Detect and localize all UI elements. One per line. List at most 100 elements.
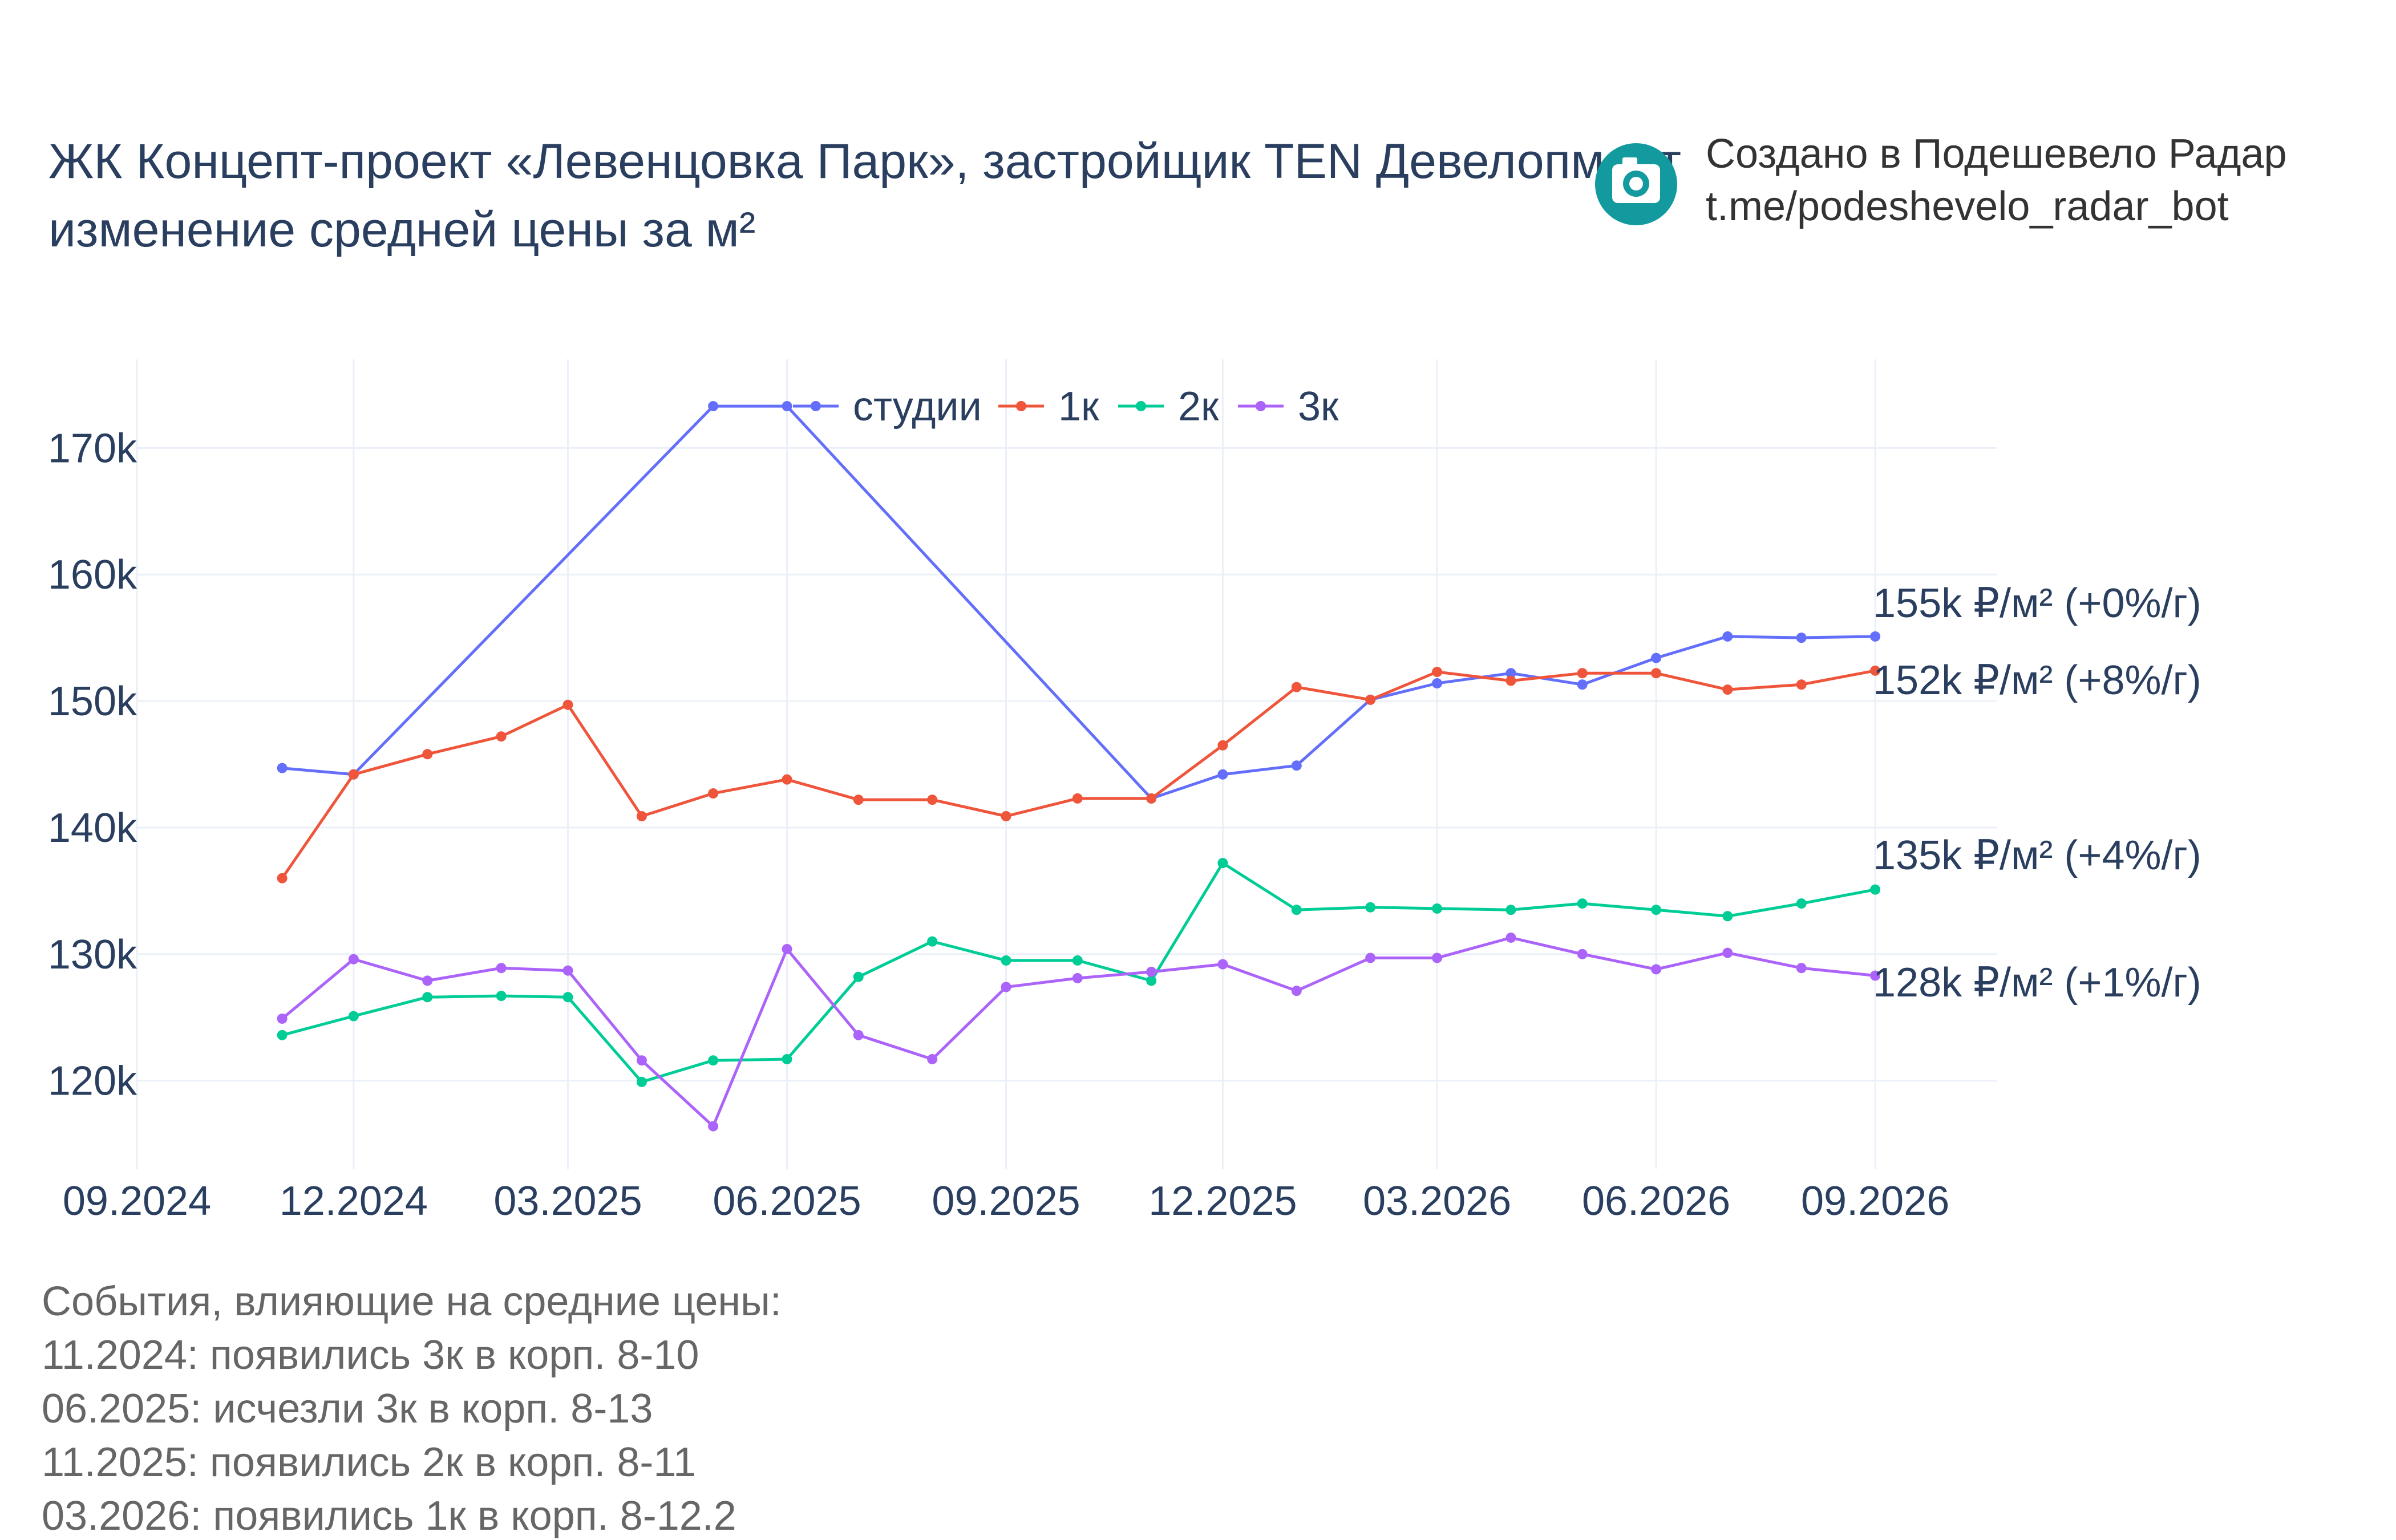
data-point[interactable]: [422, 749, 433, 760]
data-point[interactable]: [1291, 760, 1302, 771]
data-point[interactable]: [1001, 982, 1011, 992]
data-point[interactable]: [1432, 953, 1443, 963]
data-point[interactable]: [422, 975, 433, 986]
data-point[interactable]: [1722, 911, 1733, 922]
data-point[interactable]: [1217, 959, 1228, 970]
data-point[interactable]: [348, 1011, 359, 1022]
data-point[interactable]: [422, 992, 433, 1003]
data-point[interactable]: [927, 936, 938, 947]
legend-marker: [811, 401, 821, 411]
data-point[interactable]: [277, 1030, 288, 1040]
data-point[interactable]: [1870, 665, 1881, 676]
data-point[interactable]: [1072, 793, 1083, 804]
data-point[interactable]: [636, 1055, 647, 1066]
data-point[interactable]: [708, 788, 719, 799]
data-point[interactable]: [1146, 975, 1157, 986]
branding-logo: [1595, 143, 1677, 225]
legend-marker: [1016, 401, 1026, 411]
data-point[interactable]: [1291, 986, 1302, 996]
data-point[interactable]: [1870, 631, 1881, 642]
data-point[interactable]: [853, 795, 864, 805]
data-point[interactable]: [1072, 955, 1083, 966]
legend-item[interactable]: 1к: [998, 384, 1099, 429]
data-point[interactable]: [277, 1013, 288, 1024]
data-point[interactable]: [1796, 963, 1807, 974]
data-point[interactable]: [1146, 793, 1157, 804]
data-point[interactable]: [636, 1076, 647, 1087]
data-point[interactable]: [496, 731, 507, 742]
legend-item[interactable]: студии: [793, 384, 982, 429]
x-tick-label: 12.2024: [280, 1178, 428, 1224]
brand-link[interactable]: t.me/podeshevelo_radar_bot: [1706, 184, 2229, 229]
data-point[interactable]: [1432, 667, 1443, 678]
data-point[interactable]: [1796, 633, 1807, 643]
legend-marker: [1256, 401, 1266, 411]
data-point[interactable]: [782, 1053, 792, 1064]
data-point[interactable]: [1217, 740, 1228, 751]
data-point[interactable]: [1146, 966, 1157, 977]
data-point[interactable]: [1291, 682, 1302, 692]
data-point[interactable]: [1291, 905, 1302, 915]
data-point[interactable]: [708, 401, 719, 412]
data-point[interactable]: [853, 1030, 864, 1040]
data-point[interactable]: [1432, 678, 1443, 688]
legend-item[interactable]: 2к: [1118, 384, 1219, 429]
data-point[interactable]: [496, 963, 507, 974]
data-point[interactable]: [496, 991, 507, 1002]
data-point[interactable]: [1870, 970, 1881, 981]
data-point[interactable]: [1432, 903, 1443, 914]
y-tick-label: 150k: [48, 679, 137, 724]
data-point[interactable]: [1722, 684, 1733, 695]
data-point[interactable]: [927, 1053, 938, 1064]
data-point[interactable]: [1001, 810, 1011, 821]
data-point[interactable]: [1722, 947, 1733, 958]
legend-label: 2к: [1178, 384, 1219, 429]
data-point[interactable]: [708, 1055, 719, 1066]
data-point[interactable]: [708, 1121, 719, 1132]
data-point[interactable]: [1505, 675, 1516, 686]
data-point[interactable]: [853, 971, 864, 982]
data-point[interactable]: [1870, 884, 1881, 895]
data-point[interactable]: [1505, 905, 1516, 915]
events-heading: События, влияющие на средние цены:: [42, 1279, 782, 1324]
series-end-label: 128k ₽/м² (+1%/г): [1873, 960, 2201, 1006]
grid: [136, 359, 1997, 1169]
data-point[interactable]: [782, 774, 792, 785]
x-tick-label: 09.2024: [63, 1178, 211, 1224]
data-point[interactable]: [1577, 679, 1588, 690]
data-point[interactable]: [1577, 668, 1588, 679]
data-point[interactable]: [1505, 668, 1516, 679]
data-point[interactable]: [1577, 949, 1588, 959]
data-point[interactable]: [1365, 694, 1376, 705]
data-point[interactable]: [1001, 955, 1011, 966]
data-point[interactable]: [1505, 932, 1516, 943]
data-point[interactable]: [277, 763, 288, 773]
data-point[interactable]: [1796, 898, 1807, 909]
data-point[interactable]: [1651, 905, 1662, 915]
data-point[interactable]: [348, 954, 359, 964]
chart-title-line-2: изменение средней цены за м²: [48, 202, 755, 257]
data-point[interactable]: [1651, 964, 1662, 975]
data-point[interactable]: [1217, 858, 1228, 869]
data-point[interactable]: [1651, 653, 1662, 663]
data-point[interactable]: [636, 810, 647, 821]
data-point[interactable]: [1796, 679, 1807, 690]
data-point[interactable]: [562, 965, 573, 976]
data-point[interactable]: [1577, 898, 1588, 909]
data-point[interactable]: [348, 769, 359, 780]
data-point[interactable]: [782, 943, 792, 954]
data-point[interactable]: [782, 401, 792, 412]
data-point[interactable]: [562, 992, 573, 1003]
data-point[interactable]: [1722, 631, 1733, 642]
data-point[interactable]: [927, 795, 938, 805]
data-point[interactable]: [1072, 972, 1083, 983]
data-point[interactable]: [1651, 668, 1662, 679]
x-tick-label: 12.2025: [1148, 1178, 1297, 1224]
data-point[interactable]: [562, 699, 573, 710]
data-point[interactable]: [277, 873, 288, 884]
data-point[interactable]: [1365, 902, 1376, 913]
data-point[interactable]: [1217, 769, 1228, 780]
data-point[interactable]: [1365, 953, 1376, 963]
legend-item[interactable]: 3к: [1238, 384, 1339, 429]
